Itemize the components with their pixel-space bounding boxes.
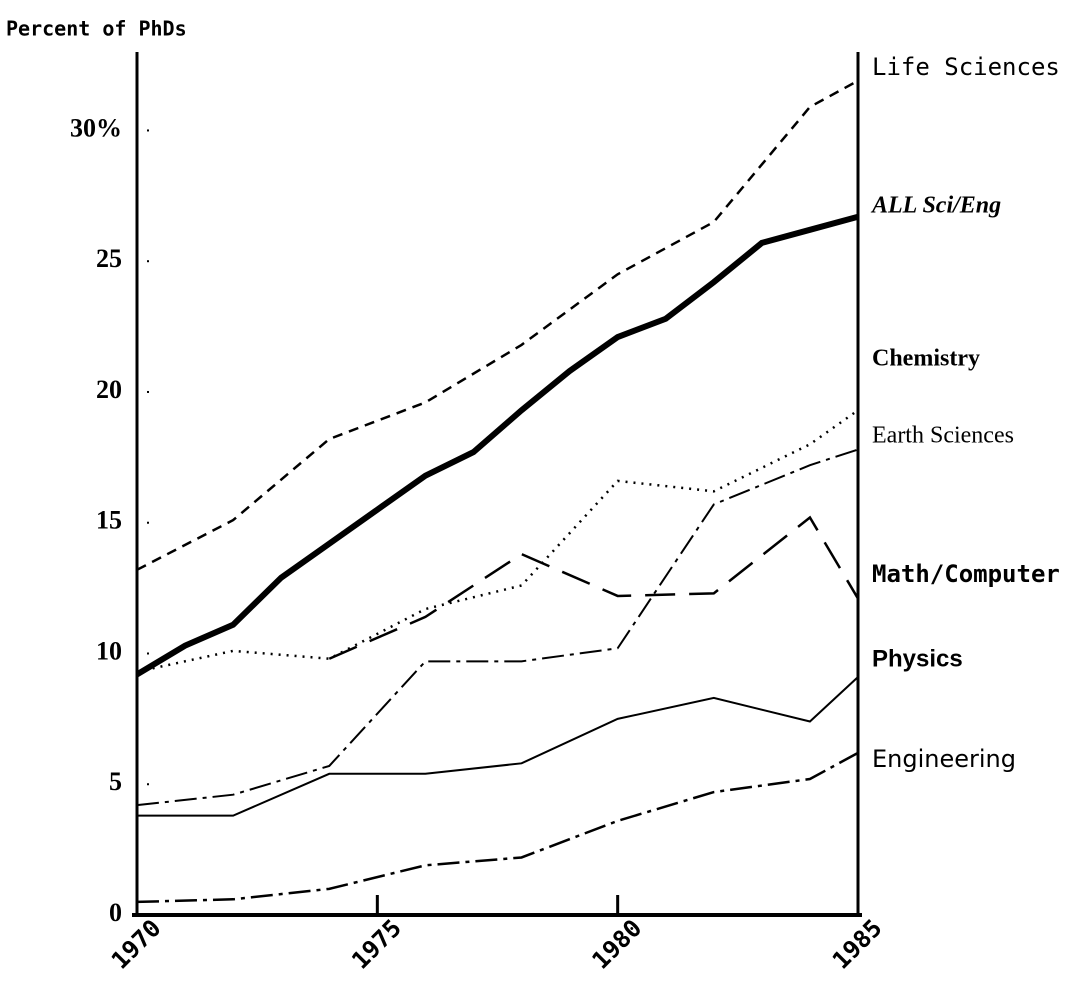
- series-label: ALL Sci/Eng: [870, 193, 1001, 219]
- x-tick-label: 1980: [587, 914, 648, 975]
- x-tick-label: 1985: [827, 914, 888, 975]
- series-line: [328, 515, 860, 660]
- y-tick-label: 5: [109, 767, 122, 796]
- series-label: Life Sciences: [872, 53, 1060, 81]
- series-line: [135, 213, 859, 677]
- y-tick-label: 30%: [70, 113, 122, 142]
- y-tick-label: 0: [109, 898, 122, 927]
- series-line: [137, 676, 859, 817]
- y-tick-label: 25: [96, 244, 122, 273]
- y-tick-label: 10: [96, 636, 122, 665]
- series-line: [136, 448, 859, 807]
- series-label: Engineering: [872, 745, 1016, 773]
- series-label: Math/Computer: [872, 560, 1060, 588]
- series-line: [136, 79, 859, 571]
- y-tick-label: 15: [96, 506, 122, 535]
- y-tick-label: 20: [96, 375, 122, 404]
- series-label: Earth Sciences: [872, 423, 1014, 449]
- series-line: [136, 409, 859, 674]
- series-label: Physics: [872, 645, 963, 672]
- chart-title: Percent of PhDs: [6, 17, 187, 41]
- series-line: [136, 751, 859, 904]
- series-label: Chemistry: [872, 346, 980, 372]
- x-tick-label: 1975: [346, 914, 407, 975]
